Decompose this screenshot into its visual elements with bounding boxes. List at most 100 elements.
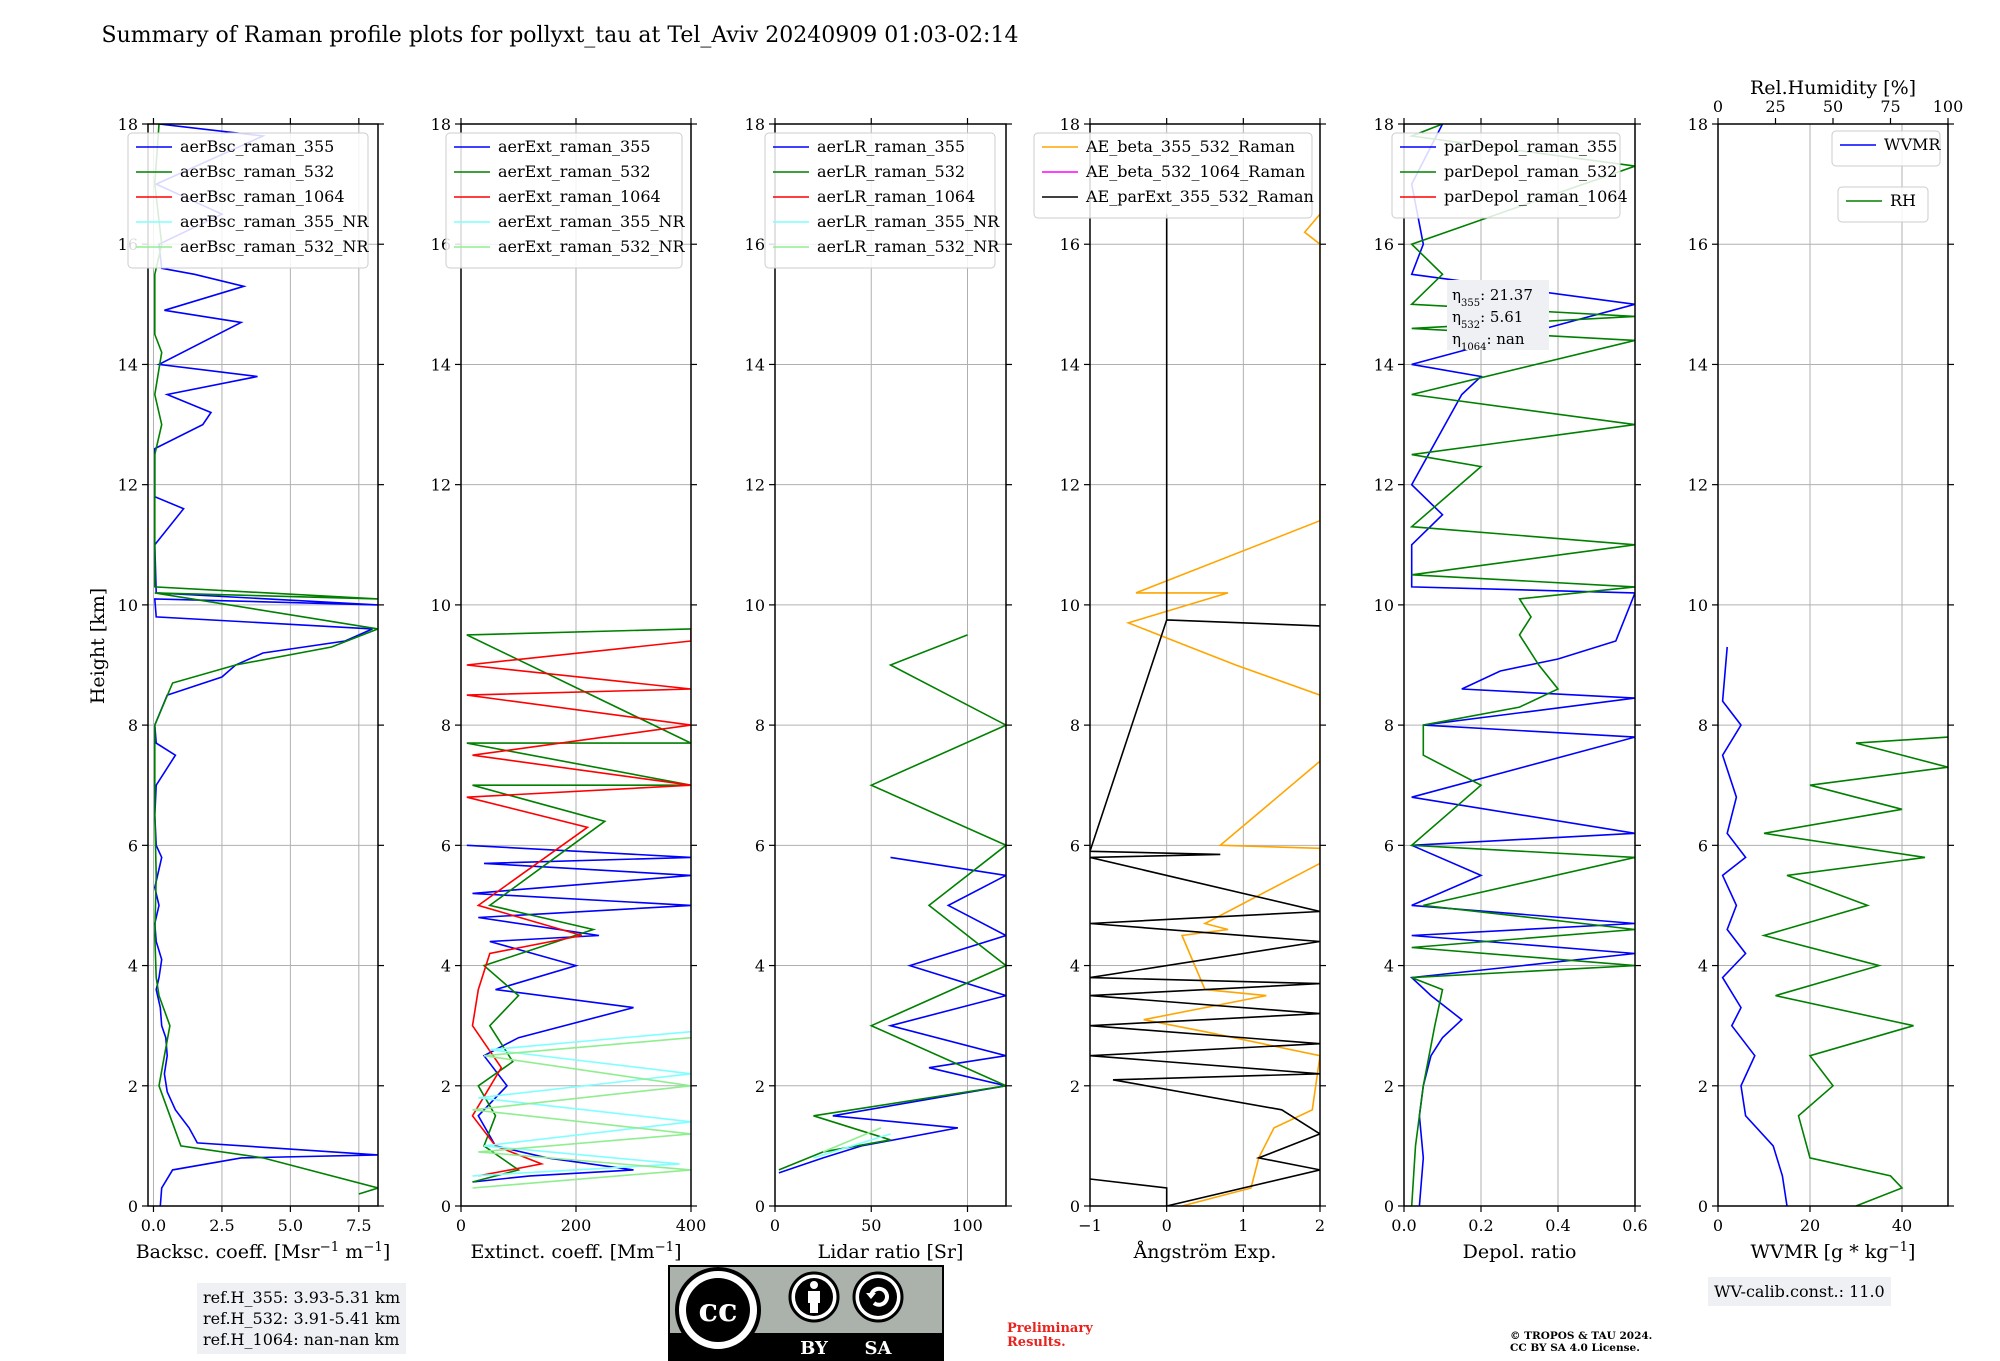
top-x-axis-label: Rel.Humidity [%] xyxy=(1750,77,1916,99)
y-tick-label: 4 xyxy=(441,957,451,976)
legend-label: aerBsc_raman_532 xyxy=(180,162,334,181)
y-tick-label: 0 xyxy=(441,1197,451,1216)
legend-label: aerExt_raman_355 xyxy=(498,137,651,156)
copyright-note: © TROPOS & TAU 2024. CC BY SA 4.0 Licens… xyxy=(1510,1330,1652,1354)
legend-label: aerBsc_raman_1064 xyxy=(180,187,345,206)
y-tick-label: 2 xyxy=(1070,1077,1080,1096)
y-tick-label: 4 xyxy=(1384,957,1394,976)
eta-symbol: η xyxy=(1452,286,1461,304)
series-line-aerExt_raman_1064 xyxy=(466,628,691,1177)
y-tick-label: 2 xyxy=(128,1077,138,1096)
eta-line: η355: 21.37 xyxy=(1452,286,1533,309)
eta-line: η1064: nan xyxy=(1452,330,1525,353)
preliminary-line-1: Preliminary xyxy=(1007,1321,1093,1336)
y-tick-label: 2 xyxy=(1698,1077,1708,1096)
legend-label: aerExt_raman_532 xyxy=(498,162,651,181)
label-span: ] xyxy=(1908,1241,1915,1263)
y-tick-label: 0 xyxy=(755,1197,765,1216)
legend-frame xyxy=(445,132,683,269)
x-tick-label: 0.6 xyxy=(1622,1216,1647,1235)
y-tick-label: 16 xyxy=(1060,235,1080,254)
axes-frame xyxy=(774,123,1007,1207)
cc-logo-text: cc xyxy=(699,1291,738,1329)
top-x-tick-label: 75 xyxy=(1880,97,1900,116)
legend-frame xyxy=(764,132,996,269)
x-tick-label: 0.0 xyxy=(141,1216,166,1235)
legend: aerExt_raman_355 aerExt_raman_532 aerExt_r… xyxy=(445,132,686,269)
y-tick-label: 14 xyxy=(118,355,138,374)
wv-calib-text: WV-calib.const.: 11.0 xyxy=(1714,1282,1885,1301)
legend-label: aerLR_raman_355_NR xyxy=(817,212,1000,231)
y-tick-label: 8 xyxy=(755,716,765,735)
y-tick-label: 14 xyxy=(745,355,765,374)
x-axis-label: Ångström Exp. xyxy=(1133,1241,1277,1263)
axes-frame xyxy=(1717,123,1949,1207)
y-tick-label: 16 xyxy=(1688,235,1708,254)
y-tick-label: 14 xyxy=(1374,355,1394,374)
x-tick-label: 0 xyxy=(456,1216,466,1235)
x-tick-label: 0 xyxy=(770,1216,780,1235)
y-tick-label: 6 xyxy=(441,836,451,855)
top-x-tick-label: 0 xyxy=(1713,97,1723,116)
y-tick-label: 6 xyxy=(1698,836,1708,855)
cc-license-badge: cc BY SA xyxy=(668,1265,944,1361)
legend: AE_beta_355_532_Raman AE_beta_532_1064_Ra… xyxy=(1033,132,1314,219)
label-span: Backsc. coeff. [Msr xyxy=(136,1241,321,1263)
legend-label: aerExt_raman_1064 xyxy=(498,187,661,206)
label-span: Extinct. coeff. [Mm xyxy=(470,1241,654,1263)
legend-rh: RH xyxy=(1837,186,1929,223)
x-tick-label: 0 xyxy=(1162,1216,1172,1235)
legend-wvmr: WVMR xyxy=(1831,130,1941,167)
y-tick-label: 16 xyxy=(745,235,765,254)
eta-subscript: 532 xyxy=(1461,320,1480,331)
y-tick-label: 12 xyxy=(745,476,765,495)
ref-heights-box: ref.H_355: 3.93-5.31 km ref.H_532: 3.91-… xyxy=(197,1283,407,1354)
y-tick-label: 10 xyxy=(118,596,138,615)
label-span: Ångström Exp. xyxy=(1133,1241,1277,1263)
copyright-line-1: © TROPOS & TAU 2024. xyxy=(1510,1330,1653,1342)
legend-label: aerLR_raman_1064 xyxy=(817,187,975,206)
series-line-aerLR_raman_355 xyxy=(778,856,1006,1174)
copyright-line-2: CC BY SA 4.0 License. xyxy=(1510,1342,1640,1354)
label-span: Depol. ratio xyxy=(1463,1241,1577,1263)
label-superscript: −1 xyxy=(320,1240,340,1255)
x-tick-label: 40 xyxy=(1892,1216,1912,1235)
y-tick-label: 2 xyxy=(1384,1077,1394,1096)
y-tick-label: 0 xyxy=(1070,1197,1080,1216)
x-axis-label: Lidar ratio [Sr] xyxy=(818,1241,964,1263)
series-line-WVMR xyxy=(1721,646,1788,1206)
series-group xyxy=(1090,213,1320,1206)
y-tick-label: 18 xyxy=(118,115,138,134)
eta-symbol: η xyxy=(1452,330,1461,348)
x-axis-label: WVMR [g * kg−1] xyxy=(1751,1240,1916,1264)
x-tick-label: −1 xyxy=(1078,1216,1102,1235)
y-tick-label: 12 xyxy=(118,476,138,495)
y-tick-label: 8 xyxy=(441,716,451,735)
x-tick-label: 2 xyxy=(1315,1216,1325,1235)
x-axis-label: Extinct. coeff. [Mm−1] xyxy=(470,1240,681,1264)
series-line-aerLR_raman_355_NR xyxy=(813,1133,891,1159)
label-superscript: −1 xyxy=(654,1240,674,1255)
y-tick-label: 4 xyxy=(128,957,138,976)
y-tick-label: 0 xyxy=(1698,1197,1708,1216)
wv-calib-box: WV-calib.const.: 11.0 xyxy=(1708,1277,1891,1306)
top-x-tick-label: 100 xyxy=(1933,97,1964,116)
axes-frame xyxy=(147,123,379,1207)
y-tick-label: 2 xyxy=(441,1077,451,1096)
label-span: WVMR [g * kg xyxy=(1751,1241,1889,1263)
eta-value: : 5.61 xyxy=(1480,308,1523,326)
legend-label: AE_beta_355_532_Raman xyxy=(1085,137,1295,156)
x-tick-label: 100 xyxy=(952,1216,983,1235)
figure-title: Summary of Raman profile plots for polly… xyxy=(102,23,1019,48)
legend-label: aerBsc_raman_355_NR xyxy=(180,212,369,231)
series-group xyxy=(466,628,691,1189)
legend-label: aerExt_raman_532_NR xyxy=(498,237,686,256)
top-x-tick-label: 25 xyxy=(1765,97,1785,116)
y-tick-label: 14 xyxy=(431,355,451,374)
y-tick-label: 8 xyxy=(128,716,138,735)
legend-label: aerLR_raman_355 xyxy=(817,137,965,156)
